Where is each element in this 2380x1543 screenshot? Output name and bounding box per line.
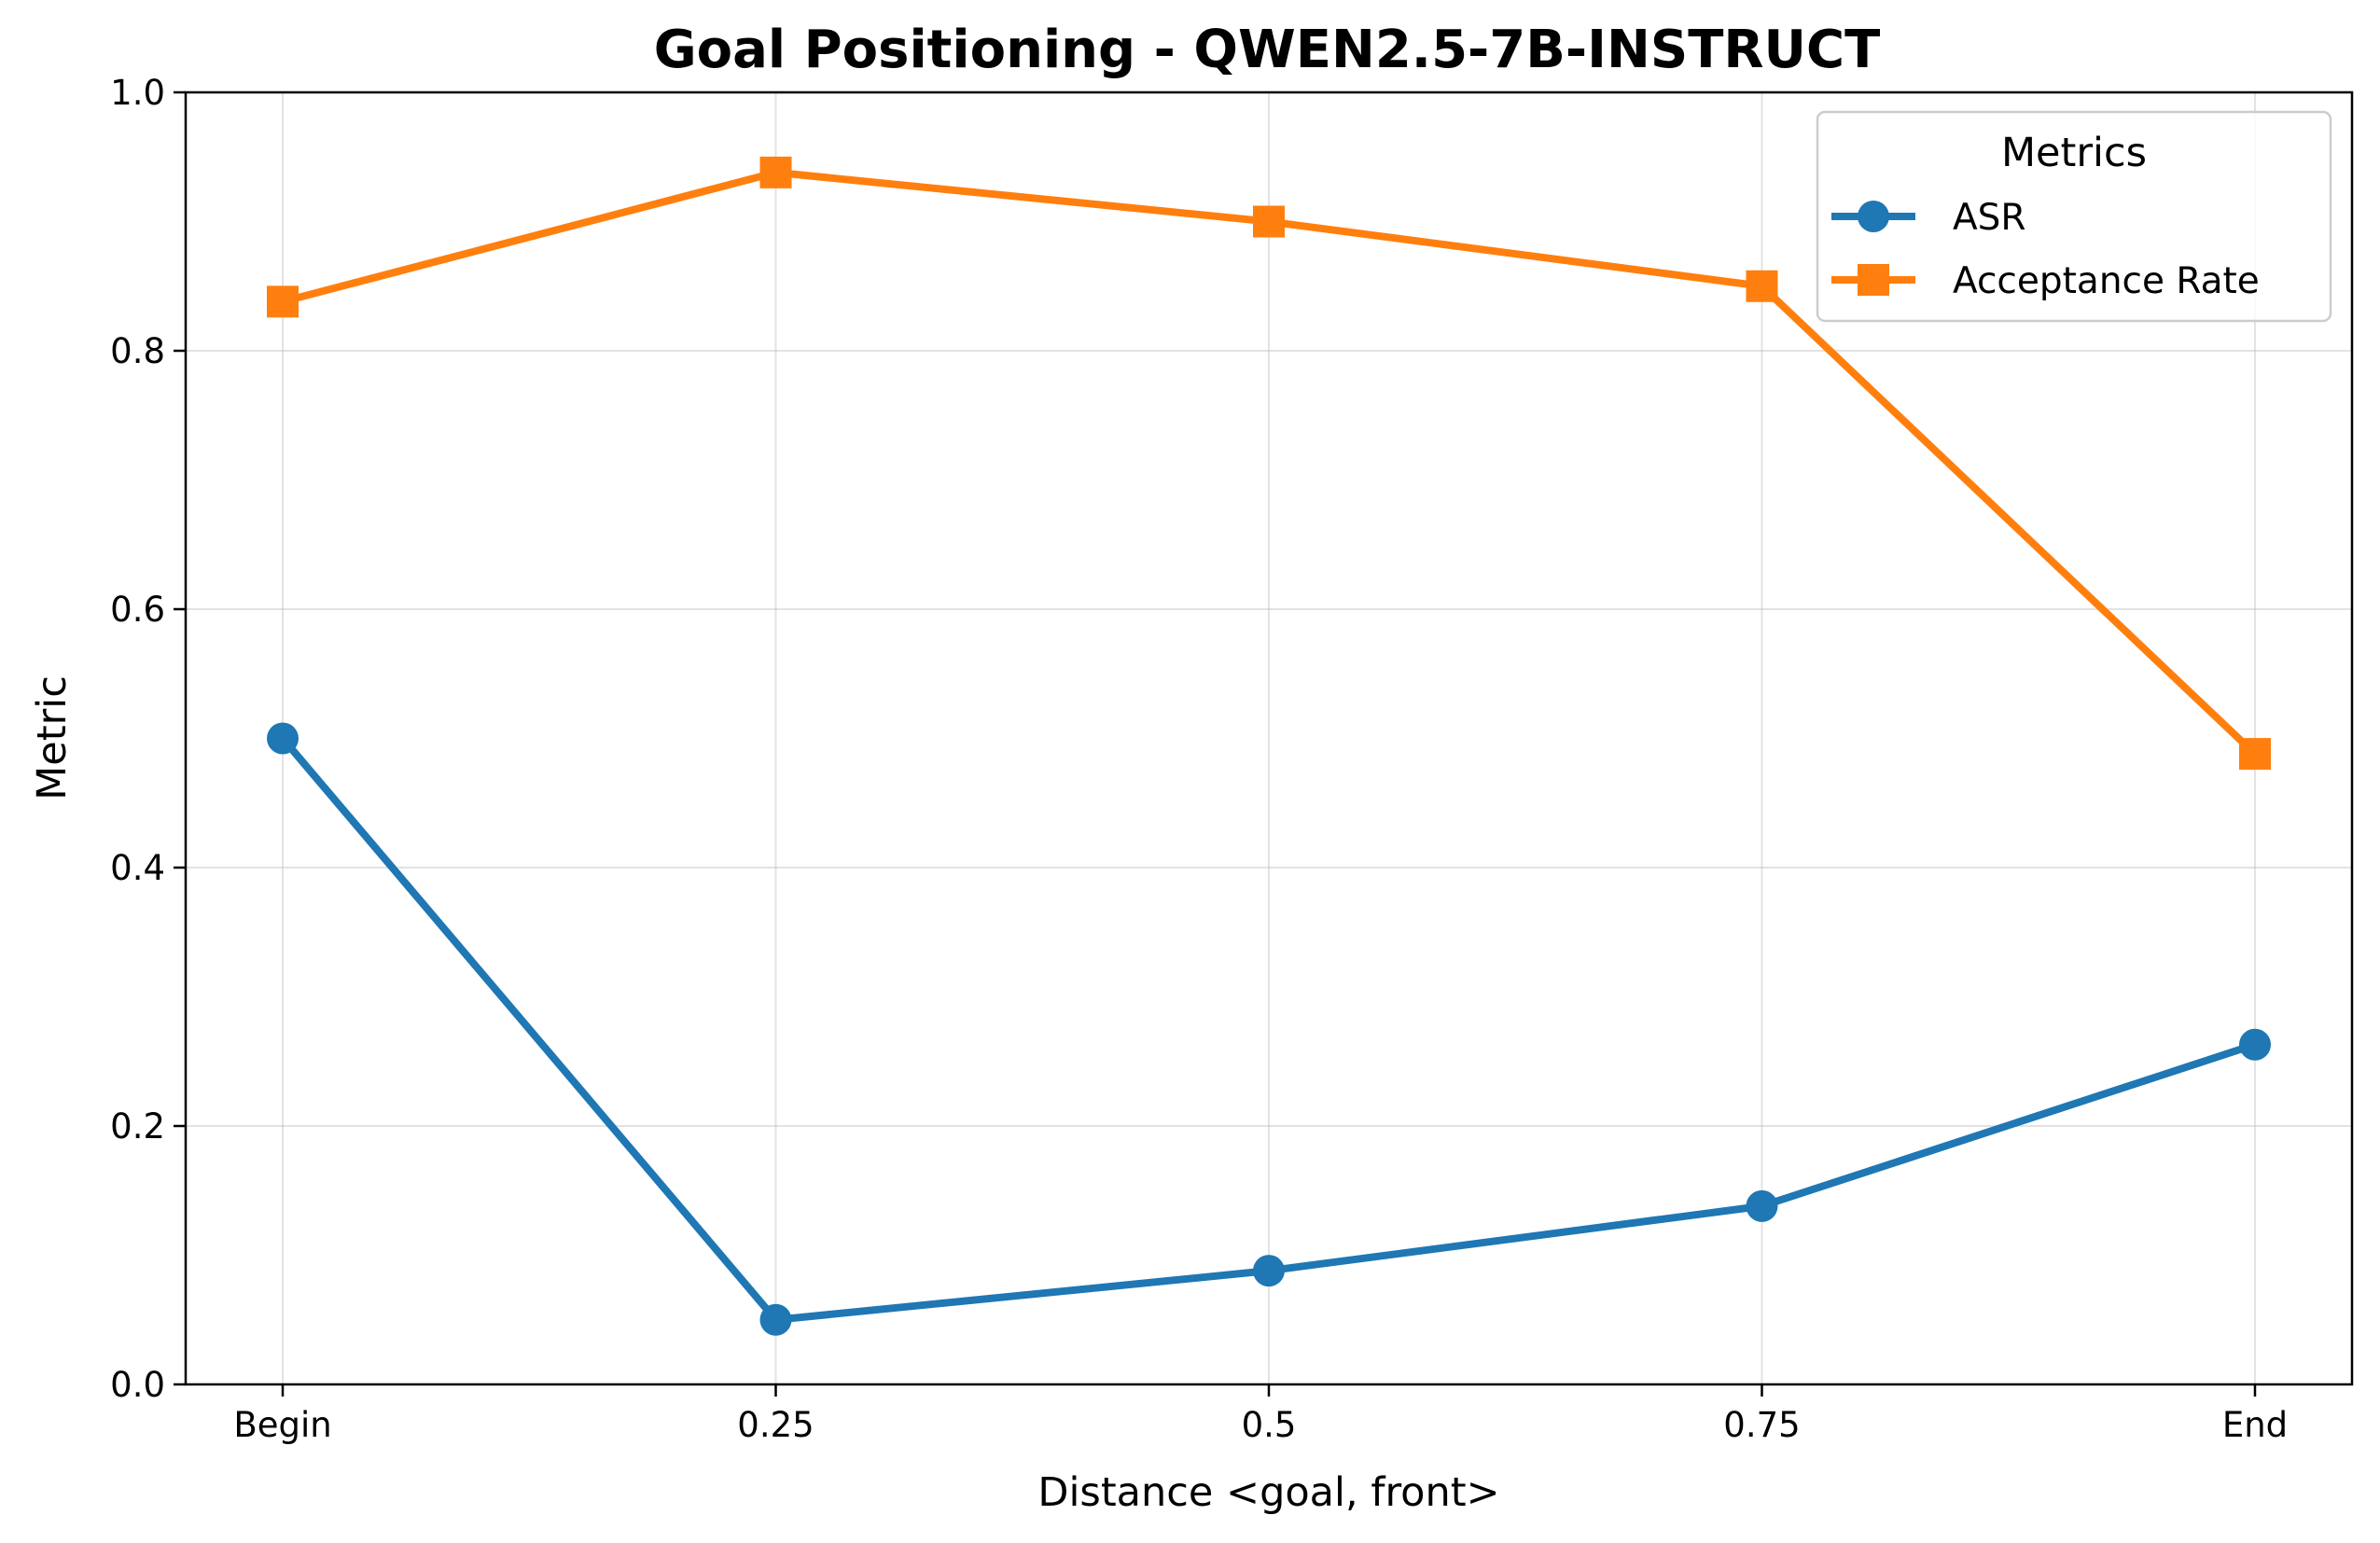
legend-box [1816,110,2332,323]
y-tick-label: 0.2 [110,1106,165,1147]
legend-marker-swatch [1858,201,1889,232]
legend-label: Acceptance Rate [1953,260,2260,302]
asr-point [267,722,299,755]
x-axis-label: Distance <goal, front> [1037,1469,1499,1516]
x-tick-label: 0.5 [1242,1405,1297,1445]
legend-entries: ASR Acceptance Rate [1831,197,2260,302]
x-tick-label: 0.75 [1723,1405,1800,1445]
legend-entry-asr: ASR [1831,197,2026,239]
asr-point [1746,1189,1778,1222]
x-tick-label: 0.25 [737,1405,814,1445]
x-tick-label: End [2222,1405,2288,1445]
y-tick-label: 0.8 [110,331,165,371]
y-axis-label: Metric [29,675,76,800]
y-tick-label: 1.0 [110,73,165,113]
y-axis-ticks: 0.0 0.2 0.4 0.6 0.8 1.0 [110,73,186,1405]
chart-title: Goal Positioning - QWEN2.5-7B-INSTRUCT [654,20,1881,80]
series-group [267,156,2271,1336]
asr-point [2239,1028,2271,1061]
legend-marker-swatch [1858,264,1889,296]
acceptance-rate-point [267,285,299,318]
acceptance-rate-point [1746,270,1778,302]
y-tick-label: 0.6 [110,590,165,630]
legend-title: Metrics [2001,130,2147,176]
legend: Metrics ASR Acceptance Rate [1816,110,2332,323]
acceptance-rate-series [267,156,2271,771]
asr-point [759,1303,792,1336]
acceptance-rate-point [759,156,792,188]
x-axis-ticks: Begin 0.25 0.5 0.75 End [233,1384,2288,1445]
y-tick-label: 0.4 [110,848,165,888]
asr-series [267,722,2271,1336]
acceptance-rate-point [1253,205,1285,238]
legend-label: ASR [1953,197,2026,239]
y-tick-label: 0.0 [110,1365,165,1405]
legend-entry-acceptance-rate: Acceptance Rate [1831,260,2260,302]
asr-point [1253,1255,1285,1287]
acceptance-rate-point [2239,738,2271,771]
x-tick-label: Begin [233,1405,331,1445]
